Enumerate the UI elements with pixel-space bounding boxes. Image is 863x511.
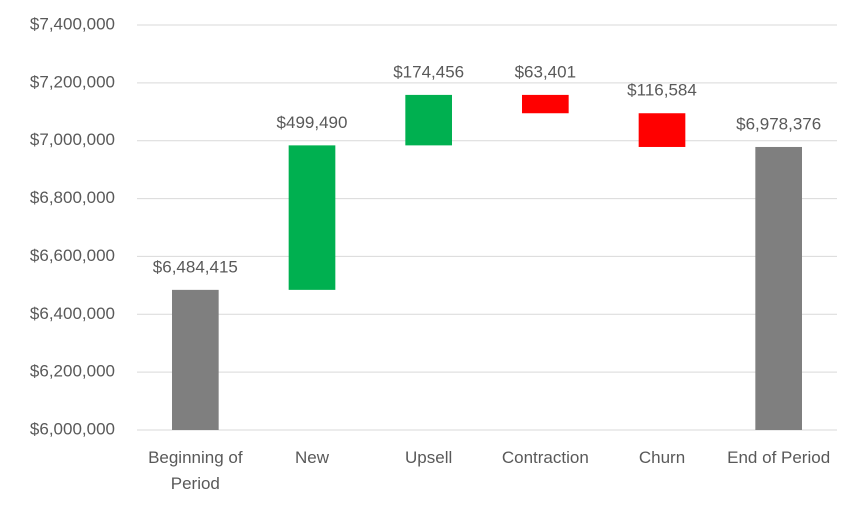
value-label: $499,490	[277, 113, 348, 132]
x-tick-label: Churn	[638, 448, 686, 467]
y-tick-label: $6,600,000	[30, 246, 115, 265]
bar	[638, 113, 686, 147]
x-tick-label: End of Period	[727, 448, 831, 467]
y-tick-label: $6,000,000	[30, 419, 115, 438]
bar	[522, 94, 569, 114]
x-tick-label: New	[294, 448, 329, 467]
bar	[755, 146, 802, 431]
y-tick-label: $6,400,000	[30, 304, 115, 323]
y-tick-label: $7,200,000	[30, 72, 115, 91]
x-tick-label: Contraction	[501, 448, 589, 467]
bar	[288, 145, 336, 290]
y-tick-label: $6,800,000	[30, 188, 115, 207]
y-tick-label: $6,200,000	[30, 362, 115, 381]
value-label: $63,401	[515, 62, 576, 81]
y-tick-label: $7,400,000	[30, 14, 115, 33]
x-tick-label: Beginning of Period	[148, 448, 243, 493]
x-tick-label: Upsell	[405, 448, 453, 467]
bar	[405, 94, 452, 146]
value-label: $174,456	[393, 62, 464, 81]
value-label: $6,484,415	[153, 257, 238, 276]
value-label: $116,584	[627, 81, 697, 100]
value-label: $6,978,376	[736, 114, 821, 133]
y-tick-label: $7,000,000	[30, 130, 115, 149]
bar	[172, 289, 219, 430]
